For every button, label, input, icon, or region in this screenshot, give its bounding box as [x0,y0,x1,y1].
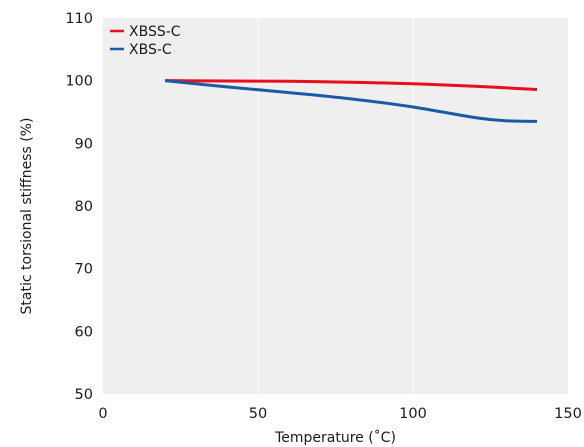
y-tick-label: 50 [75,387,93,403]
x-tick-label: 100 [399,406,427,422]
legend-label: XBSS-C [129,24,181,40]
series-line-xbss-c [164,79,538,91]
y-tick-label: 80 [75,199,93,215]
x-axis-ticks: 0 50 100 150 [98,406,581,422]
y-tick-label: 70 [75,262,93,278]
y-tick-label: 90 [75,136,93,152]
legend-label: XBS-C [129,42,172,58]
y-tick-label: 110 [65,11,93,27]
x-tick-label: 0 [98,406,107,422]
series-lines [164,79,538,123]
x-tick-label: 150 [554,406,582,422]
y-axis-title: Static torsional stiffness (%) [19,118,35,315]
y-axis-ticks: 50 60 70 80 90 100 110 [65,11,93,403]
y-tick-label: 100 [65,74,93,90]
plot-area [103,18,568,394]
x-tick-label: 50 [249,406,267,422]
series-line-xbs-c [164,79,538,123]
x-axis-title: Temperature (˚C) [274,429,396,446]
legend: XBSS-C XBS-C [110,24,181,58]
y-tick-label: 60 [75,324,93,340]
